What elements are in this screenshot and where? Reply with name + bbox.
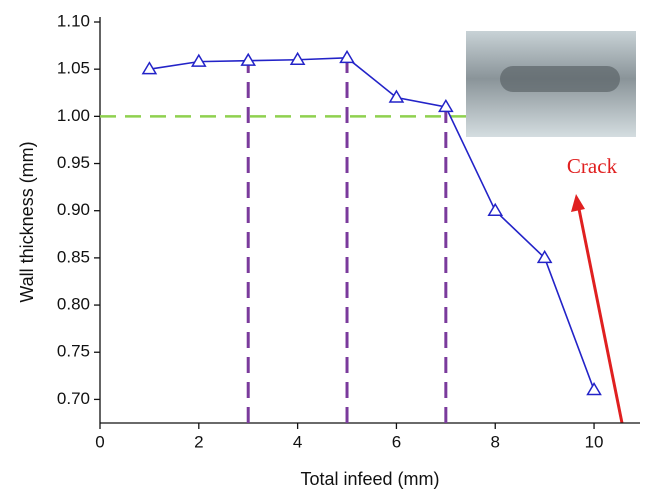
x-tick-label: 2 bbox=[194, 432, 203, 451]
crack-arrow bbox=[576, 203, 624, 424]
x-tick-label: 4 bbox=[293, 432, 302, 451]
x-tick-label: 10 bbox=[585, 432, 604, 451]
y-axis-label: Wall thickness (mm) bbox=[17, 141, 37, 302]
x-tick-label: 6 bbox=[392, 432, 401, 451]
y-tick-label: 0.80 bbox=[57, 295, 90, 314]
y-tick-label: 0.75 bbox=[57, 342, 90, 361]
y-tick-label: 0.95 bbox=[57, 153, 90, 172]
data-marker bbox=[487, 202, 504, 216]
x-tick-label: 0 bbox=[95, 432, 104, 451]
crack-arrow-head bbox=[571, 194, 585, 212]
data-marker bbox=[141, 61, 158, 75]
annotation: Crack bbox=[567, 154, 618, 178]
y-tick-label: 0.70 bbox=[57, 389, 90, 408]
data-marker bbox=[240, 52, 257, 66]
y-tick-label: 1.05 bbox=[57, 59, 90, 78]
data-marker bbox=[536, 249, 553, 264]
data-marker bbox=[586, 382, 602, 396]
y-tick-label: 1.10 bbox=[57, 11, 90, 30]
data-marker bbox=[289, 51, 306, 65]
data-line bbox=[149, 57, 595, 391]
y-tick-label: 0.90 bbox=[57, 200, 90, 219]
data-marker bbox=[438, 98, 454, 113]
data-marker bbox=[388, 89, 405, 103]
x-axis-label: Total infeed (mm) bbox=[300, 469, 439, 489]
inset-groove bbox=[500, 66, 620, 92]
data-marker bbox=[190, 53, 207, 67]
data-marker bbox=[339, 49, 355, 64]
x-tick-label: 8 bbox=[491, 432, 500, 451]
y-tick-label: 1.00 bbox=[57, 106, 90, 125]
y-tick-label: 0.85 bbox=[57, 247, 90, 266]
